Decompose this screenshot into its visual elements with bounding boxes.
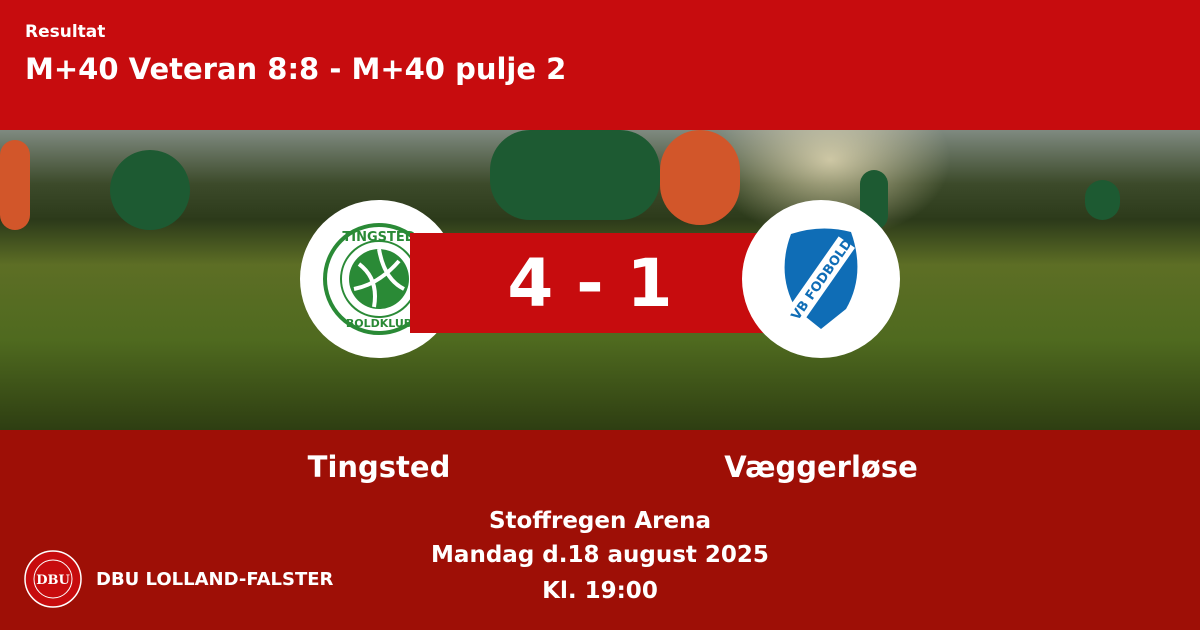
page-title: M+40 Veteran 8:8 - M+40 pulje 2 <box>25 52 567 86</box>
svg-text:TINGSTED: TINGSTED <box>342 230 415 245</box>
org-name: DBU LOLLAND-FALSTER <box>96 568 334 590</box>
svg-text:BOLDKLUB: BOLDKLUB <box>346 317 412 330</box>
svg-text:DBU: DBU <box>36 573 70 588</box>
background-photo <box>0 130 1200 430</box>
dbu-branding: DBU DBU LOLLAND-FALSTER <box>24 550 333 608</box>
home-team-name: Tingsted <box>307 450 451 484</box>
header: Resultat M+40 Veteran 8:8 - M+40 pulje 2 <box>0 0 1200 130</box>
away-team-logo: VB FODBOLD <box>742 200 900 358</box>
venue: Stoffregen Arena <box>488 508 711 534</box>
dbu-seal-icon: DBU <box>24 550 82 608</box>
score: 4 - 1 <box>410 233 770 333</box>
match-time: Kl. 19:00 <box>542 578 658 604</box>
vb-fodbold-shield-icon: VB FODBOLD <box>784 228 858 329</box>
away-team-name: Væggerløse <box>724 450 918 484</box>
match-date: Mandag d.18 august 2025 <box>431 542 769 568</box>
result-label: Resultat <box>25 22 106 42</box>
